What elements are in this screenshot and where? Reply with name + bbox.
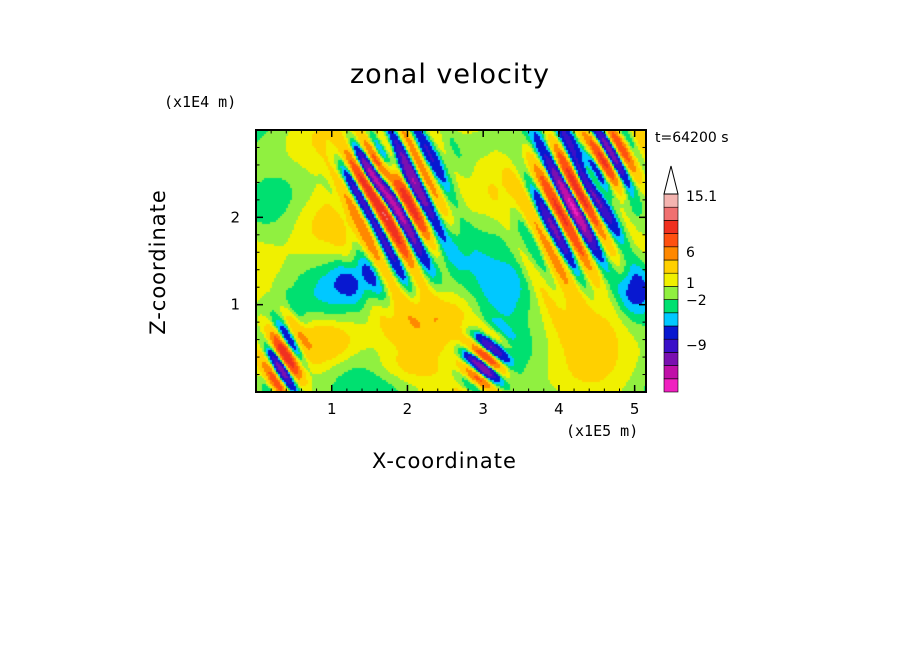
colorbar-segment — [663, 338, 679, 353]
colorbar-label: −9 — [686, 338, 707, 354]
x-axis-title: X-coordinate — [372, 449, 517, 473]
colorbar-label: −2 — [686, 293, 707, 309]
x-axis-unit: (x1E5 m) — [566, 422, 639, 440]
colorbar-segment — [663, 325, 679, 340]
time-label: t=64200 s — [655, 130, 729, 146]
plot-border — [255, 129, 647, 393]
colorbar-segment — [663, 220, 679, 234]
x-tick-label: 3 — [478, 400, 488, 418]
colorbar-segment — [663, 286, 679, 300]
colorbar-label: 6 — [686, 245, 695, 261]
colorbar-label: 15.1 — [686, 189, 717, 205]
colorbar-segment — [663, 193, 679, 208]
y-tick-label: 1 — [230, 296, 240, 314]
x-tick-label: 2 — [403, 400, 413, 418]
y-tick-label: 2 — [230, 208, 240, 226]
velocity-field — [256, 130, 646, 392]
colorbar-segment — [663, 378, 679, 393]
chart-title: zonal velocity — [350, 59, 550, 90]
colorbar-segment — [663, 352, 679, 366]
colorbar-segment — [663, 206, 679, 221]
colorbar-segment — [663, 246, 679, 261]
colorbar-segment — [663, 233, 679, 248]
x-tick-label: 1 — [327, 400, 337, 418]
x-tick-label: 4 — [554, 400, 564, 418]
colorbar-label: 1 — [686, 276, 695, 292]
colorbar-segment — [663, 299, 679, 314]
colorbar-segment — [663, 272, 679, 287]
x-tick-label: 5 — [630, 400, 640, 418]
colorbar-segment — [663, 312, 679, 327]
colorbar-extend-arrow — [663, 165, 679, 195]
y-axis-unit: (x1E4 m) — [164, 93, 237, 111]
colorbar-segment — [663, 259, 679, 274]
colorbar-segment — [663, 365, 679, 380]
